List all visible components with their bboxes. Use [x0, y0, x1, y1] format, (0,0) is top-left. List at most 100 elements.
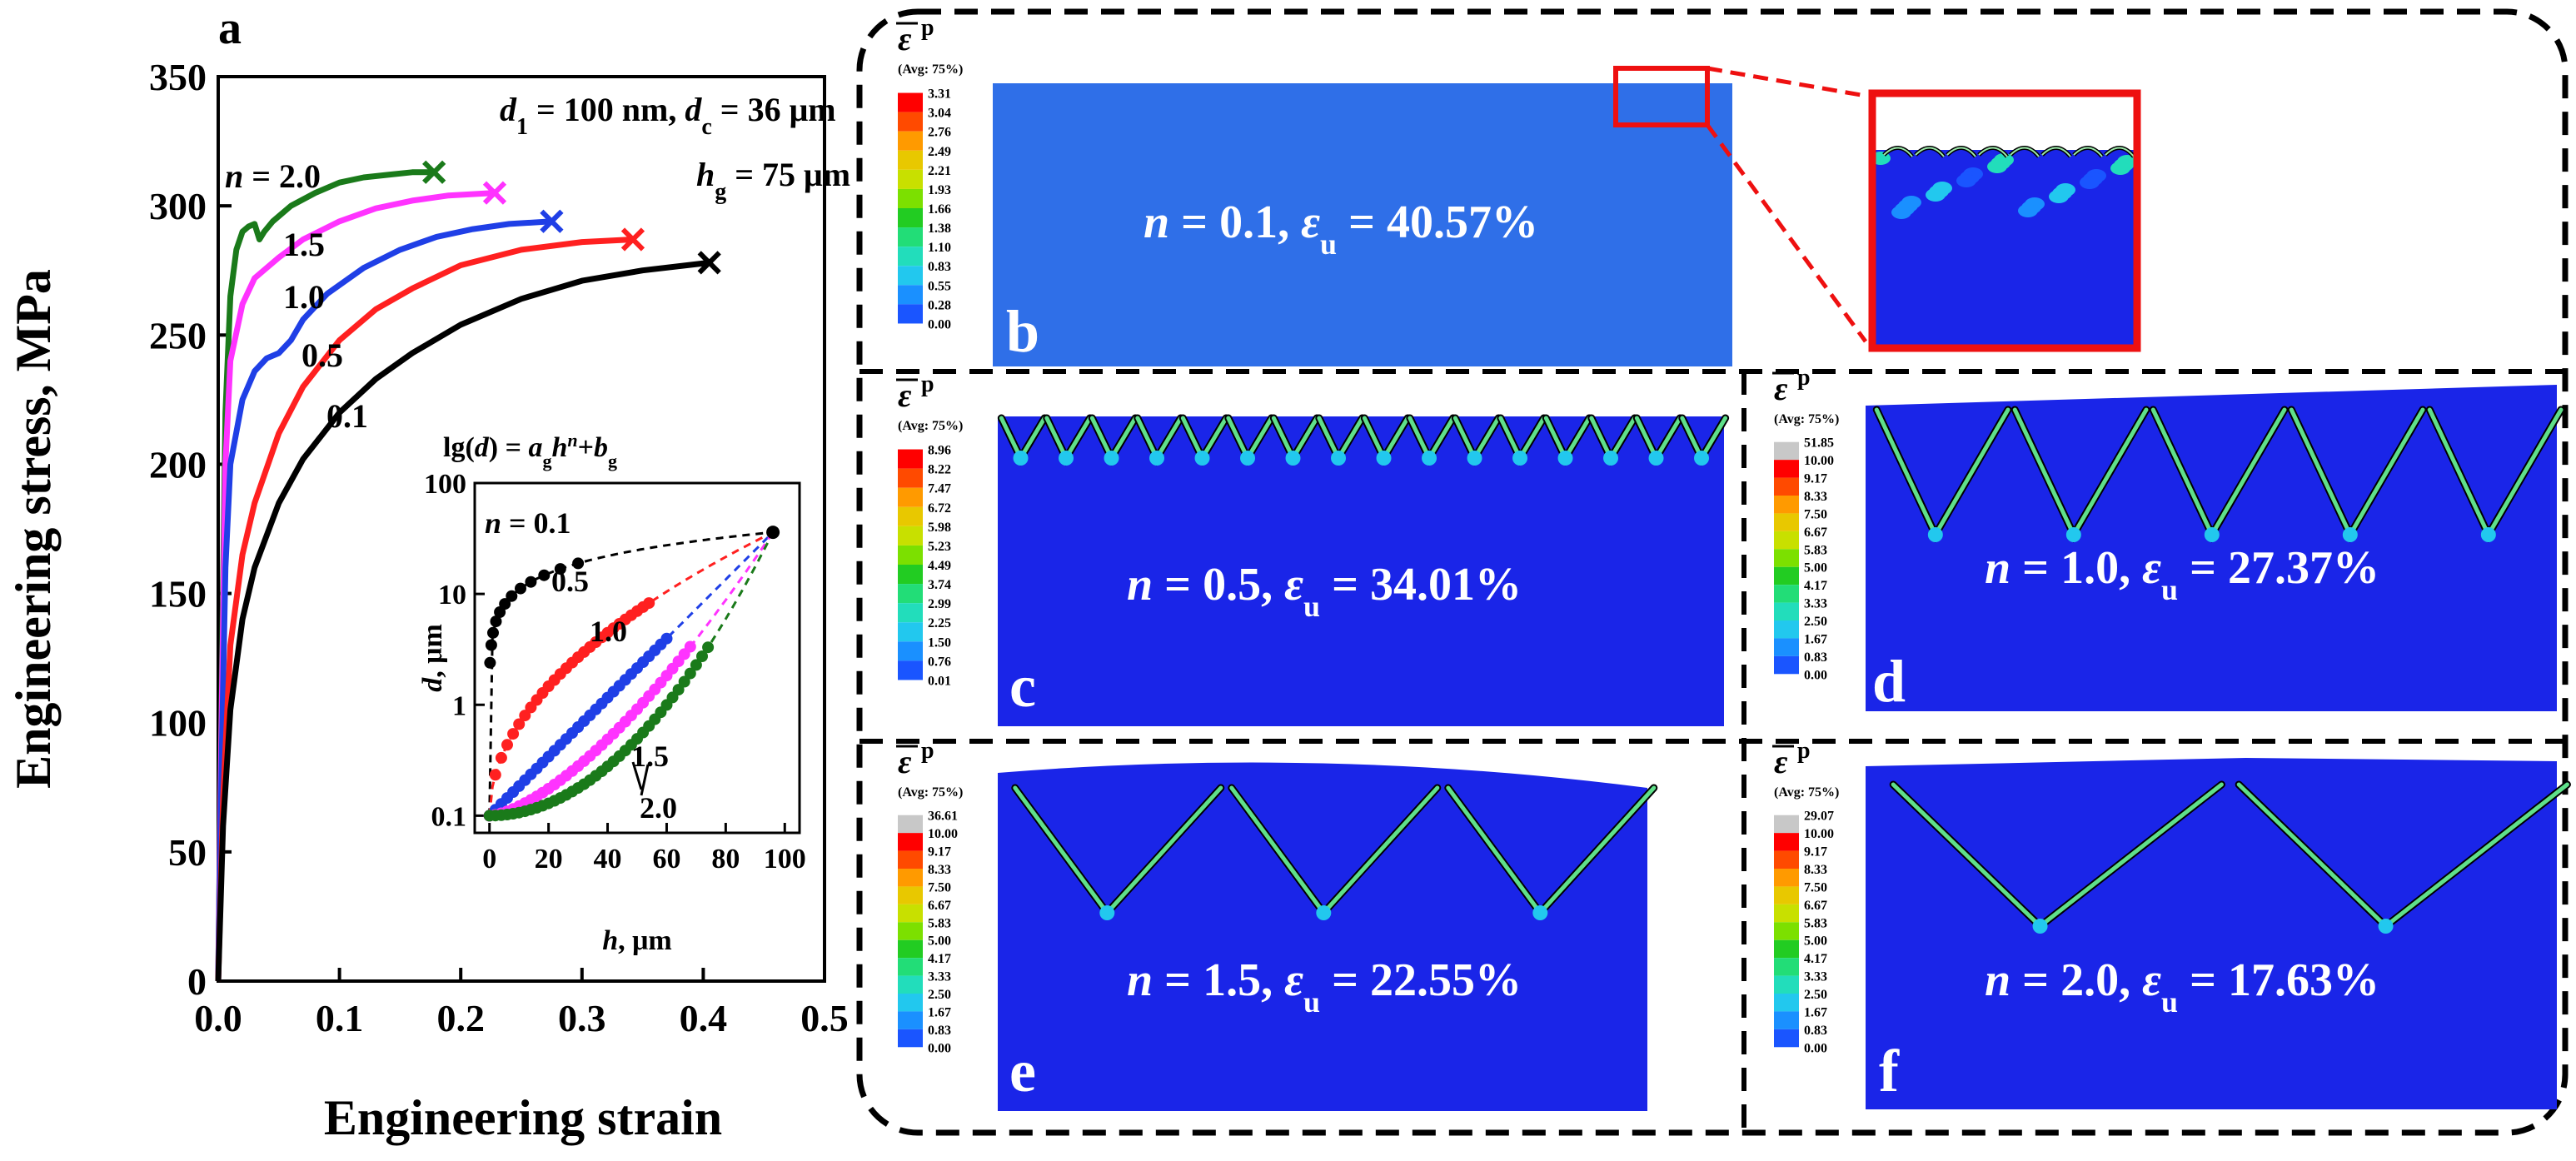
legend-value: 0.00: [1804, 668, 1827, 682]
legend-f: ε p (Avg: 75%) 29.07 10.00 9.17 8.33 7.50 6.67 5.…: [1772, 738, 1839, 1055]
legend-value: 3.33: [928, 970, 951, 984]
legend-swatch: [898, 958, 923, 976]
inset-x-title-unit: , μm: [618, 925, 672, 956]
eq-eps-value: = 40.57%: [1337, 197, 1538, 248]
inset-point-0: [506, 590, 518, 602]
inset-arrow-1p5: [631, 761, 643, 790]
legend-swatch: [1774, 655, 1799, 675]
failure-marker-0: [422, 160, 446, 184]
y-tick-label: 250: [149, 314, 207, 356]
param-d1: d: [500, 91, 517, 128]
inset-point-1: [507, 728, 520, 740]
legend-swatch: [898, 188, 923, 208]
contour-block-f: [1866, 758, 2557, 1109]
inset-formula: lg(d) = aghn+bg: [443, 430, 617, 471]
inset-formula-b-sub: g: [608, 451, 617, 471]
y-tick-label: 50: [168, 831, 207, 874]
shear-band-tip: [1603, 451, 1619, 466]
legend-swatch: [898, 285, 923, 305]
legend-swatch: [1774, 904, 1799, 923]
inset-x-tick-label: 0: [482, 844, 496, 874]
zoom-source-box: [1613, 66, 1710, 127]
param-d1-value: = 100 nm,: [528, 91, 685, 128]
panel-b-zoom: [1613, 66, 2141, 352]
legend-value: 5.83: [1804, 916, 1827, 930]
legend-header: ε: [898, 743, 912, 780]
shear-band-tip: [1316, 905, 1332, 920]
x-tick-label: 0.2: [436, 997, 485, 1039]
legend-value: 1.67: [1804, 1005, 1827, 1019]
legend-swatch: [1774, 602, 1799, 620]
legend-swatch: [898, 833, 923, 851]
zoom-leader-bottom: [1705, 123, 1868, 343]
fe-panels: ε p(Avg: 75%)3.313.042.762.492.211.931.66…: [896, 15, 2571, 1111]
legend-value: 0.00: [928, 317, 951, 331]
x-tick-label: 0.0: [194, 997, 242, 1039]
eq-eps: ε: [1301, 197, 1320, 248]
shear-band-tip: [2204, 527, 2220, 542]
failure-marker-1: [482, 181, 507, 205]
eq-eps: ε: [1284, 954, 1303, 1006]
inset-x-title-var: h: [602, 925, 618, 956]
legend-swatch: [898, 904, 923, 923]
zoom-grain: [2049, 190, 2069, 203]
legend-swatch: [1774, 815, 1799, 834]
zoom-grain: [2110, 162, 2130, 175]
inset-point-3: [684, 640, 696, 653]
zoom-band: [1915, 147, 1945, 157]
legend-value: 0.01: [928, 674, 951, 688]
inset-frame: [473, 481, 801, 835]
legend-swatch: [898, 565, 923, 585]
inset-point-4: [684, 667, 696, 680]
eq-n: n: [1127, 559, 1153, 610]
legend-value: 10.00: [1804, 827, 1834, 841]
inset-point-0: [487, 626, 499, 639]
legend-value: 9.17: [1804, 845, 1827, 860]
legend-value: 0.83: [928, 1024, 951, 1038]
legend-swatch: [898, 150, 923, 170]
zoom-grain: [1987, 160, 2007, 173]
param-hg-value: = 75 μm: [726, 156, 850, 193]
legend-swatch: [898, 227, 923, 247]
legend-value: 9.17: [928, 845, 951, 860]
curve-label-1p0: 1.0: [283, 278, 325, 316]
legend-header: ε: [898, 376, 912, 414]
inset-point-0: [499, 598, 511, 610]
curve-label-0p5: 0.5: [301, 336, 343, 374]
legend-avg: (Avg: 75%): [898, 419, 963, 433]
inset-label-n01-var: n: [485, 506, 501, 540]
panel-label-d: d: [1872, 648, 1906, 715]
inset-x-title: h, μm: [602, 925, 672, 956]
failure-marker-4: [697, 251, 721, 275]
inset-point-4: [690, 659, 702, 671]
y-tick-label: 200: [149, 443, 207, 486]
legend-swatch: [898, 506, 923, 526]
legend-swatch: [898, 1029, 923, 1048]
legend-value: 7.50: [1804, 507, 1827, 521]
legend-d: ε p (Avg: 75%) 51.85 10.00 9.17 8.33 7.50 6.67 5.…: [1772, 365, 1839, 682]
y-tick-label: 300: [149, 185, 207, 227]
legend-value: 9.17: [1804, 472, 1827, 486]
zoom-grain: [1926, 188, 1946, 202]
legend-value: 3.74: [928, 578, 951, 592]
y-tick-label: 100: [149, 702, 207, 745]
legend-value: 5.00: [1804, 934, 1827, 949]
inset-point-0: [515, 582, 526, 595]
inset-series: [483, 526, 780, 822]
inset-point-4: [678, 675, 690, 688]
legend-value: 8.33: [928, 863, 951, 877]
panel-f: ε p(Avg: 75%)29.0710.009.178.337.506.675.…: [1772, 738, 2571, 1109]
series-line-2: [215, 218, 552, 982]
legend-swatch: [1774, 869, 1799, 887]
legend-swatch: [898, 92, 923, 112]
legend-swatch: [1774, 585, 1799, 603]
shear-band-tip: [1059, 451, 1074, 466]
curve-label-n2: n = 2.0: [225, 157, 321, 195]
legend-value: 5.83: [1804, 543, 1827, 557]
inset-point-1: [495, 751, 507, 764]
panel-label-f: f: [1879, 1038, 1900, 1104]
legend-value: 3.04: [928, 107, 951, 121]
inset-point-2: [660, 632, 673, 645]
legend-swatch: [898, 545, 923, 565]
